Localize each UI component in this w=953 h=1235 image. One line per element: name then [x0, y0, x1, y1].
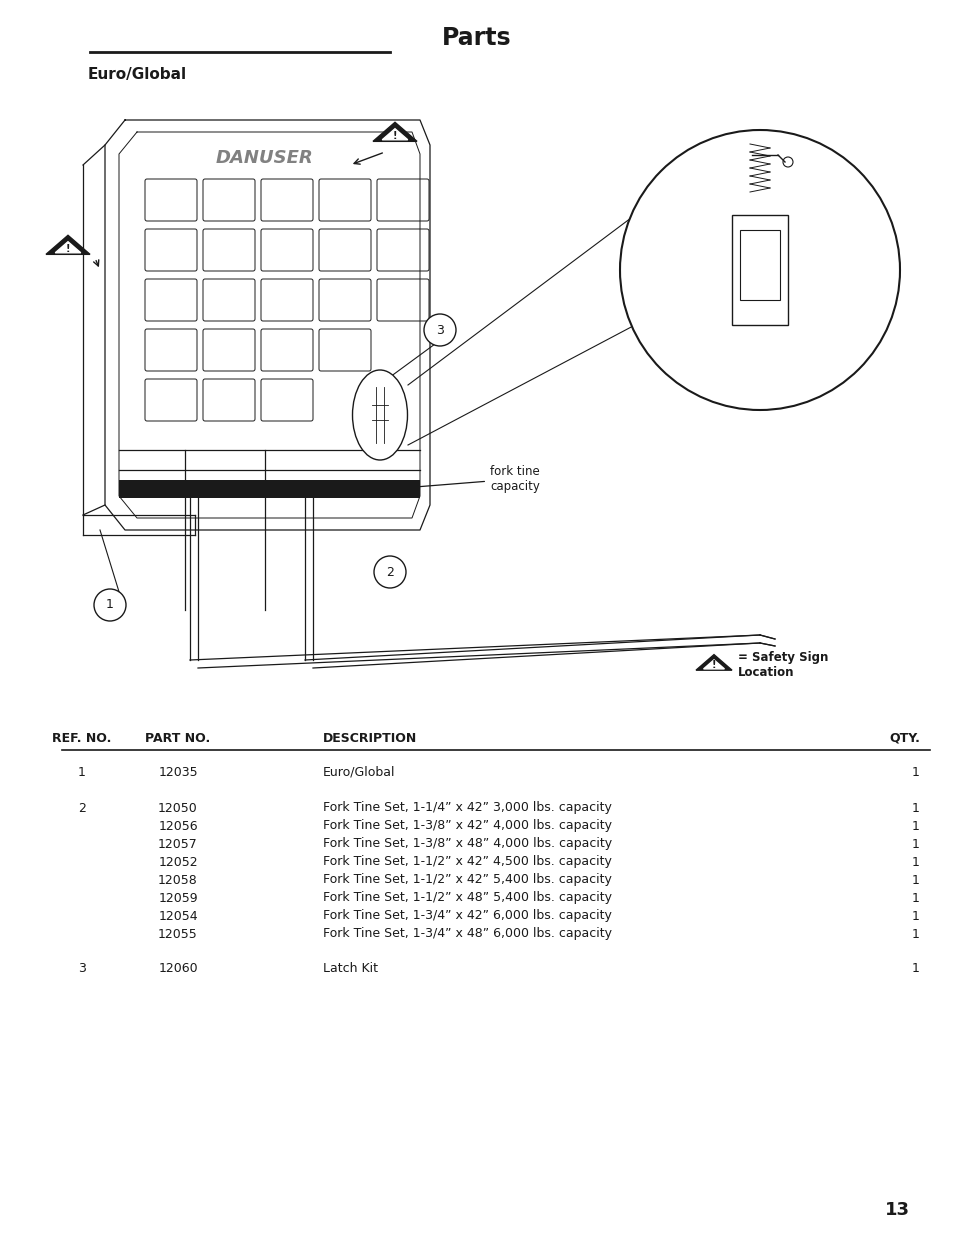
Text: fork tine
capacity: fork tine capacity — [319, 466, 539, 496]
Circle shape — [423, 314, 456, 346]
Polygon shape — [46, 236, 90, 254]
Text: REF. NO.: REF. NO. — [52, 731, 112, 745]
Text: Parts: Parts — [442, 26, 511, 49]
Text: 12050: 12050 — [158, 802, 197, 815]
Text: PART NO.: PART NO. — [145, 731, 211, 745]
Text: 2: 2 — [78, 802, 86, 815]
Circle shape — [94, 589, 126, 621]
Text: DANUSER: DANUSER — [216, 149, 314, 167]
Text: 1: 1 — [911, 820, 919, 832]
Polygon shape — [702, 659, 723, 669]
Text: 12059: 12059 — [158, 892, 197, 904]
Bar — [740, 230, 780, 300]
Circle shape — [374, 556, 406, 588]
Polygon shape — [696, 655, 731, 671]
Polygon shape — [382, 128, 407, 140]
Text: 12057: 12057 — [158, 837, 197, 851]
Text: 2: 2 — [386, 566, 394, 578]
Text: 3: 3 — [78, 962, 86, 974]
Text: Fork Tine Set, 1-1/2” x 48” 5,400 lbs. capacity: Fork Tine Set, 1-1/2” x 48” 5,400 lbs. c… — [323, 892, 612, 904]
Text: 12058: 12058 — [158, 873, 197, 887]
Text: = Safety Sign
Location: = Safety Sign Location — [738, 651, 827, 679]
Text: Fork Tine Set, 1-3/4” x 48” 6,000 lbs. capacity: Fork Tine Set, 1-3/4” x 48” 6,000 lbs. c… — [323, 927, 612, 941]
Text: 1: 1 — [911, 837, 919, 851]
Text: !: ! — [711, 661, 716, 671]
Text: 1: 1 — [78, 766, 86, 778]
Text: Fork Tine Set, 1-1/4” x 42” 3,000 lbs. capacity: Fork Tine Set, 1-1/4” x 42” 3,000 lbs. c… — [323, 802, 611, 815]
Text: Fork Tine Set, 1-3/8” x 48” 4,000 lbs. capacity: Fork Tine Set, 1-3/8” x 48” 4,000 lbs. c… — [323, 837, 612, 851]
Text: 12035: 12035 — [158, 766, 197, 778]
Ellipse shape — [352, 370, 407, 459]
Text: QTY.: QTY. — [888, 731, 919, 745]
Text: DESCRIPTION: DESCRIPTION — [323, 731, 416, 745]
Text: 12056: 12056 — [158, 820, 197, 832]
Text: Fork Tine Set, 1-1/2” x 42” 4,500 lbs. capacity: Fork Tine Set, 1-1/2” x 42” 4,500 lbs. c… — [323, 856, 611, 868]
Text: 3: 3 — [436, 324, 443, 336]
Text: 1: 1 — [911, 927, 919, 941]
Text: !: ! — [393, 131, 396, 141]
Bar — [731, 215, 787, 325]
Text: 1: 1 — [911, 856, 919, 868]
Text: 12055: 12055 — [158, 927, 197, 941]
Text: Fork Tine Set, 1-3/4” x 42” 6,000 lbs. capacity: Fork Tine Set, 1-3/4” x 42” 6,000 lbs. c… — [323, 909, 611, 923]
Text: Fork Tine Set, 1-1/2” x 42” 5,400 lbs. capacity: Fork Tine Set, 1-1/2” x 42” 5,400 lbs. c… — [323, 873, 611, 887]
Polygon shape — [55, 242, 81, 253]
Bar — [119, 480, 419, 498]
Text: Euro/Global: Euro/Global — [88, 68, 187, 83]
Text: 12060: 12060 — [158, 962, 197, 974]
Text: 1: 1 — [106, 599, 113, 611]
Text: 1: 1 — [911, 802, 919, 815]
Text: 1: 1 — [911, 873, 919, 887]
Text: 12054: 12054 — [158, 909, 197, 923]
Text: 1: 1 — [911, 909, 919, 923]
Polygon shape — [373, 122, 416, 141]
Text: 12052: 12052 — [158, 856, 197, 868]
Text: 13: 13 — [884, 1200, 909, 1219]
Text: 1: 1 — [911, 766, 919, 778]
Text: Latch Kit: Latch Kit — [323, 962, 377, 974]
Text: 1: 1 — [911, 892, 919, 904]
Text: Fork Tine Set, 1-3/8” x 42” 4,000 lbs. capacity: Fork Tine Set, 1-3/8” x 42” 4,000 lbs. c… — [323, 820, 612, 832]
Text: Euro/Global: Euro/Global — [323, 766, 395, 778]
Circle shape — [619, 130, 899, 410]
Text: !: ! — [66, 243, 71, 253]
Text: 1: 1 — [911, 962, 919, 974]
